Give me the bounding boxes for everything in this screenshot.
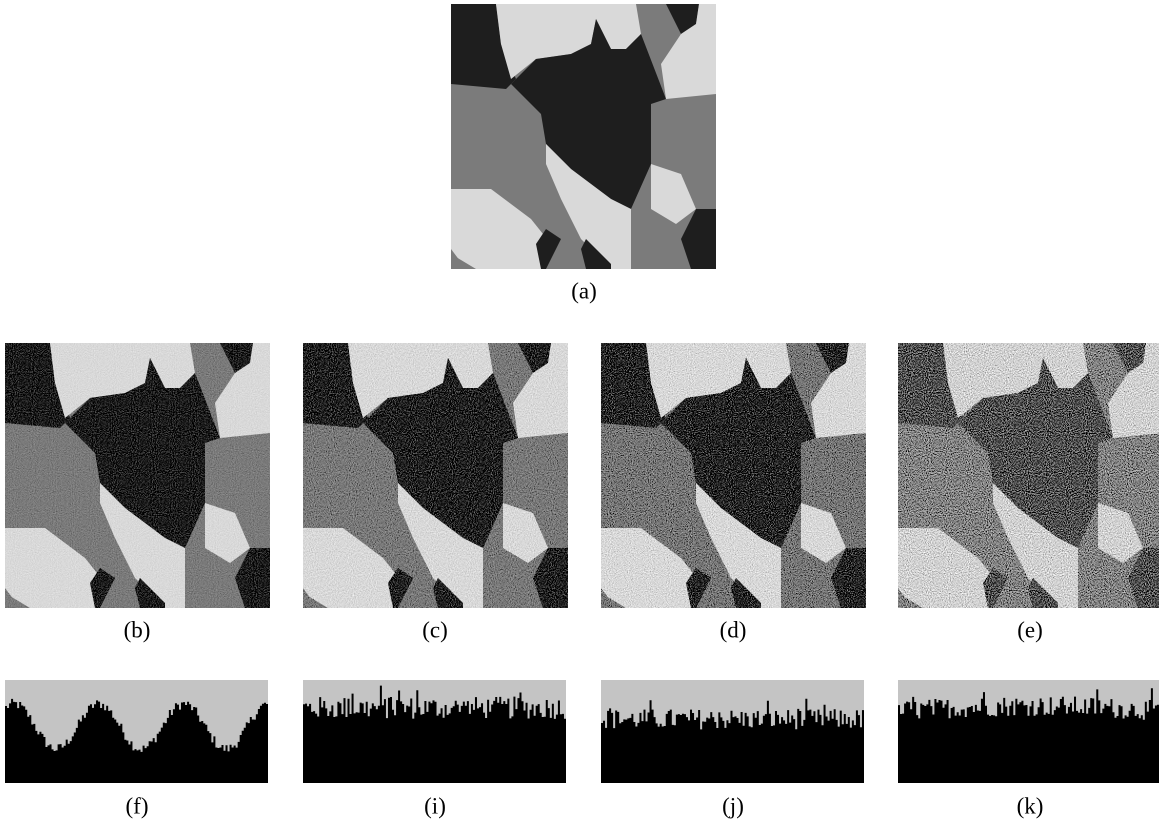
histogram-label: (f) — [126, 793, 149, 818]
panel-label: (e) — [1017, 617, 1043, 642]
histogram-label: (k) — [1017, 793, 1044, 818]
panel-label: (a) — [571, 278, 597, 303]
noisy-image — [303, 343, 568, 608]
panel-image — [451, 4, 716, 269]
noisy-image — [601, 343, 866, 608]
histogram-label: (i) — [424, 793, 446, 818]
histograms — [5, 680, 1159, 783]
noisy-image — [898, 343, 1159, 608]
figure: (a) (b) (c) (d) (e) (f) (i) (j) (k) — [0, 0, 1159, 824]
panel-label: (b) — [124, 617, 151, 642]
noisy-image — [5, 343, 270, 608]
panel-label: (c) — [422, 617, 448, 642]
panel-label: (d) — [720, 617, 747, 642]
histogram-label: (j) — [722, 793, 744, 818]
